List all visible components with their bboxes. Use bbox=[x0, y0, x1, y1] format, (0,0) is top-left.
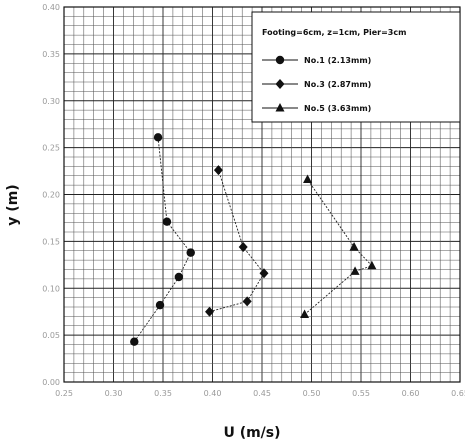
legend: Footing=6cm, z=1cm, Pier=3cm No.1 (2.13m… bbox=[251, 11, 461, 123]
series-2 bbox=[205, 165, 269, 317]
legend-title: Footing=6cm, z=1cm, Pier=3cm bbox=[262, 28, 406, 37]
series-layer bbox=[130, 133, 377, 346]
data-point-diamond bbox=[238, 242, 248, 252]
legend-box bbox=[251, 11, 461, 123]
x-tick-label: 0.55 bbox=[352, 389, 370, 398]
x-tick-label: 0.30 bbox=[105, 389, 123, 398]
x-axis-label: U (m/s) bbox=[223, 425, 280, 441]
x-tick-label: 0.40 bbox=[204, 389, 222, 398]
axes: 0.25 0.30 0.35 0.40 0.45 0.50 0.55 0.60 0.65 0.00… bbox=[42, 3, 465, 398]
data-point-diamond bbox=[205, 306, 215, 317]
data-point-circle bbox=[153, 133, 163, 142]
legend-item-3: No.5 (3.63mm) bbox=[262, 103, 371, 113]
data-point-diamond bbox=[259, 268, 269, 279]
y-tick-label: 0.25 bbox=[42, 144, 60, 153]
y-tick-label: 0.30 bbox=[42, 97, 60, 106]
y-tick-label: 0.40 bbox=[42, 3, 60, 12]
y-tick-label: 0.20 bbox=[42, 191, 60, 200]
x-tick-label: 0.65 bbox=[451, 389, 465, 398]
x-tick-label: 0.50 bbox=[303, 389, 321, 398]
x-tick-label: 0.45 bbox=[253, 389, 271, 398]
plot-frame bbox=[63, 6, 461, 383]
legend-marker-diamond bbox=[275, 79, 285, 89]
legend-item-2: No.3 (2.87mm) bbox=[262, 79, 371, 89]
data-point-triangle bbox=[303, 174, 313, 183]
y-tick-label: 0.05 bbox=[42, 331, 60, 340]
y-axis-label: y (m) bbox=[5, 184, 21, 225]
series-1 bbox=[130, 133, 195, 346]
data-point-triangle bbox=[349, 242, 359, 251]
data-point-circle bbox=[155, 300, 165, 310]
x-tick-label: 0.35 bbox=[154, 389, 172, 398]
y-tick-label: 0.00 bbox=[42, 378, 60, 387]
series-line bbox=[133, 137, 192, 342]
data-point-circle bbox=[174, 272, 184, 282]
legend-label: No.1 (2.13mm) bbox=[304, 56, 371, 65]
series-line bbox=[304, 179, 373, 315]
legend-marker-circle bbox=[275, 55, 285, 65]
data-point-circle bbox=[130, 337, 139, 346]
data-point-triangle bbox=[300, 309, 310, 318]
legend-marker-triangle bbox=[275, 103, 285, 112]
data-point-circle bbox=[162, 217, 172, 226]
data-point-circle bbox=[186, 248, 195, 257]
data-point-triangle bbox=[367, 260, 377, 270]
data-point-triangle bbox=[350, 266, 360, 275]
x-tick-label: 0.60 bbox=[402, 389, 420, 398]
legend-label: No.3 (2.87mm) bbox=[304, 80, 371, 89]
data-point-diamond bbox=[242, 296, 252, 307]
series-3 bbox=[300, 174, 377, 318]
series-line bbox=[209, 169, 265, 313]
y-tick-label: 0.15 bbox=[42, 237, 60, 246]
legend-item-1: No.1 (2.13mm) bbox=[262, 55, 371, 65]
data-point-diamond bbox=[213, 165, 223, 176]
legend-label: No.5 (3.63mm) bbox=[304, 104, 371, 113]
x-tick-label: 0.25 bbox=[55, 389, 73, 398]
y-tick-label: 0.35 bbox=[42, 50, 60, 59]
y-tick-label: 0.10 bbox=[42, 284, 60, 293]
